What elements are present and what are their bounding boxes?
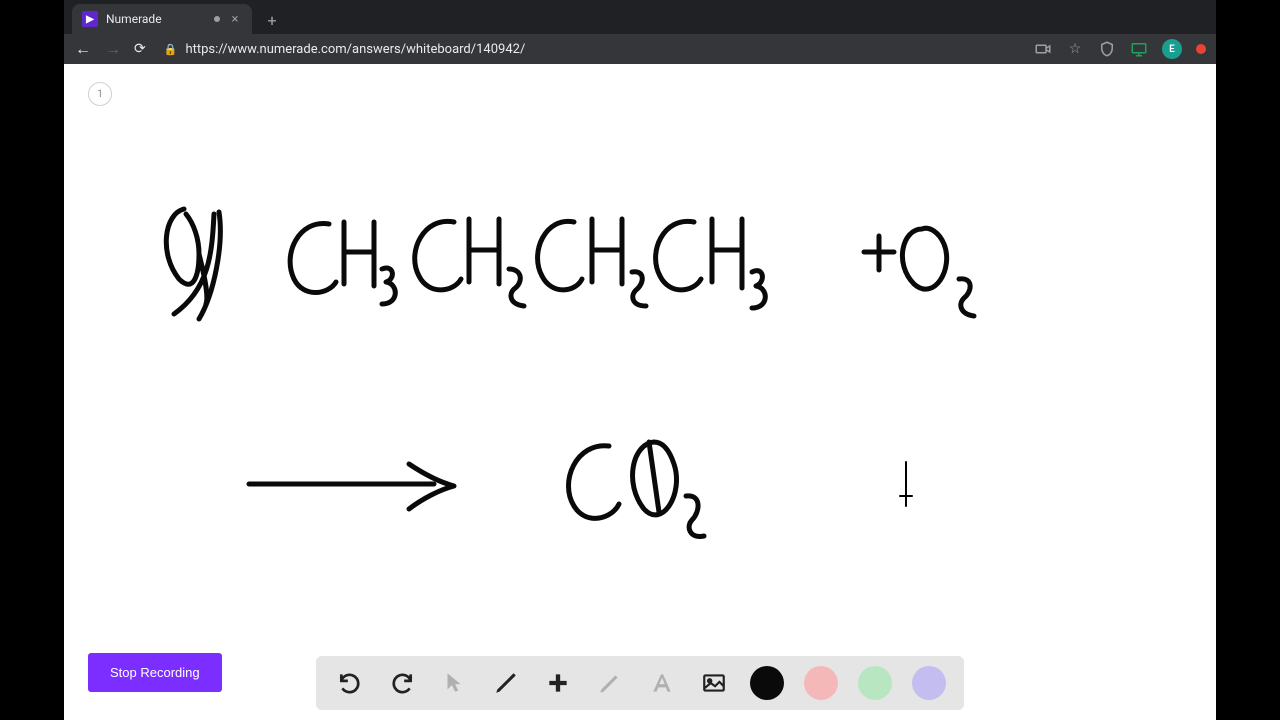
reload-button[interactable]: ⟳ (134, 41, 146, 57)
whiteboard-canvas[interactable] (64, 64, 1216, 720)
image-tool[interactable] (698, 667, 730, 699)
right-icons: ☆ E (1034, 39, 1206, 59)
add-tool[interactable] (542, 667, 574, 699)
new-tab-button[interactable]: + (258, 6, 286, 34)
audio-indicator-icon (214, 16, 220, 22)
color-green[interactable] (858, 666, 892, 700)
browser-tab[interactable]: ▶ Numerade × (72, 4, 252, 34)
color-purple[interactable] (912, 666, 946, 700)
display-icon[interactable] (1130, 40, 1148, 58)
back-button[interactable]: ← (74, 39, 92, 59)
color-pink[interactable] (804, 666, 838, 700)
star-icon[interactable]: ☆ (1066, 40, 1084, 58)
undo-button[interactable] (334, 667, 366, 699)
tab-title: Numerade (106, 12, 206, 26)
text-tool[interactable] (646, 667, 678, 699)
lock-icon: 🔒 (164, 43, 178, 56)
eraser-tool[interactable] (594, 667, 626, 699)
avatar[interactable]: E (1162, 39, 1182, 59)
camera-icon[interactable] (1034, 40, 1052, 58)
favicon-icon: ▶ (82, 11, 98, 27)
forward-button[interactable]: → (104, 39, 122, 59)
pointer-tool[interactable] (438, 667, 470, 699)
tab-bar: ▶ Numerade × + (64, 0, 1216, 34)
browser-window: ▶ Numerade × + ← → ⟳ 🔒 https://www.numer… (64, 0, 1216, 720)
pen-tool[interactable] (490, 667, 522, 699)
color-black[interactable] (750, 666, 784, 700)
shield-icon[interactable] (1098, 40, 1116, 58)
close-tab-icon[interactable]: × (228, 12, 242, 26)
notification-dot-icon[interactable] (1196, 44, 1206, 54)
whiteboard-toolbar (316, 656, 964, 710)
url-text: https://www.numerade.com/answers/whitebo… (185, 42, 525, 57)
redo-button[interactable] (386, 667, 418, 699)
stop-recording-button[interactable]: Stop Recording (88, 653, 222, 692)
address-bar[interactable]: 🔒 https://www.numerade.com/answers/white… (158, 42, 1022, 57)
nav-bar: ← → ⟳ 🔒 https://www.numerade.com/answers… (64, 34, 1216, 64)
content-area: 1 Stop Recording (64, 64, 1216, 720)
